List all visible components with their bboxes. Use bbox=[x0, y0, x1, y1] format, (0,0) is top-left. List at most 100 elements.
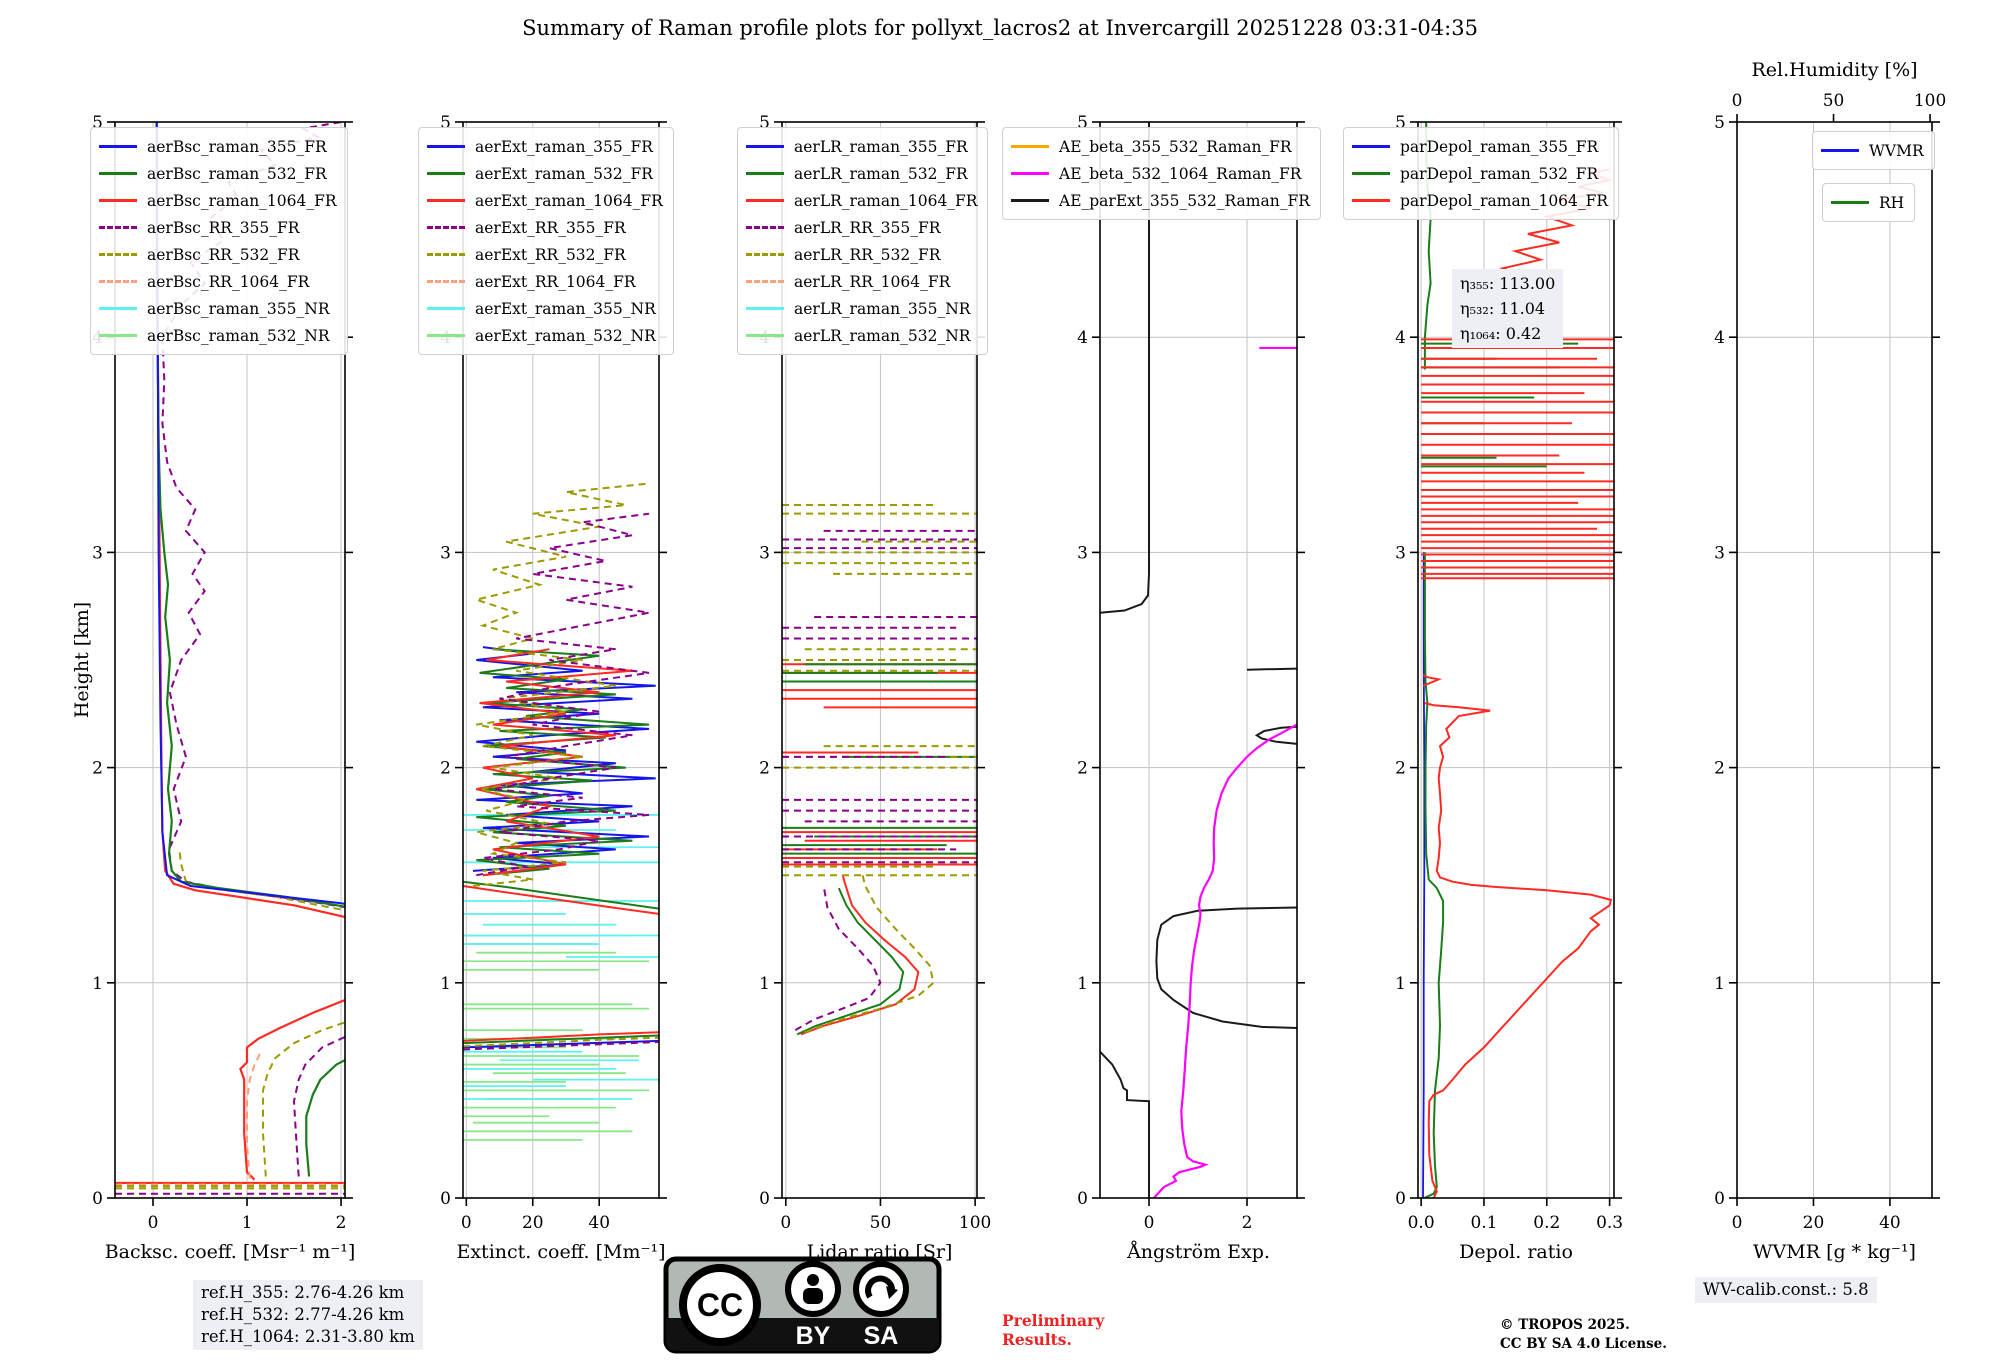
by-person-head bbox=[807, 1274, 819, 1286]
legend-row: AE_beta_355_532_Raman_FR bbox=[1011, 133, 1310, 160]
y-tick-label: 0 bbox=[92, 1189, 103, 1209]
legend-row: aerExt_raman_355_NR bbox=[427, 295, 663, 322]
legend-row: aerLR_raman_355_NR bbox=[746, 295, 977, 322]
cc-circle-icon bbox=[679, 1264, 761, 1346]
wv-calib-text: WV-calib.const.: 5.8 bbox=[1703, 1280, 1869, 1299]
legend-line-sample-icon bbox=[99, 280, 137, 283]
y-tick-label: 1 bbox=[440, 974, 451, 994]
legend-row: aerExt_raman_1064_FR bbox=[427, 187, 663, 214]
y-tick-label: 0 bbox=[440, 1189, 451, 1209]
legend-line-sample-icon bbox=[99, 145, 137, 148]
series-aerExt_RR_355_FR bbox=[476, 512, 650, 877]
legend-row: parDepol_raman_1064_FR bbox=[1352, 187, 1608, 214]
legend-label: aerExt_raman_1064_FR bbox=[475, 191, 663, 210]
legend-line-sample-icon bbox=[427, 334, 465, 337]
y-tick-label: 3 bbox=[440, 543, 451, 563]
series-layer-backsc bbox=[115, 122, 345, 1195]
eta-calibration-annotation: η₃₅₅: 113.00 η₅₃₂: 11.04 η₁₀₆₄: 0.42 bbox=[1452, 269, 1564, 348]
x-tick-label: 40 bbox=[588, 1213, 610, 1233]
legend-label: aerBsc_raman_532_NR bbox=[147, 326, 330, 345]
axes-spines-backsc bbox=[114, 121, 346, 1199]
x-tick-label: 40 bbox=[1879, 1213, 1901, 1233]
x-axis-label-depol: Depol. ratio bbox=[1459, 1241, 1573, 1263]
legend-row: aerExt_raman_532_NR bbox=[427, 322, 663, 349]
series-AE_parExt_355_532_Raman_FR bbox=[1246, 667, 1297, 671]
y-tick-label: 5 bbox=[1395, 113, 1406, 133]
ref-h-532: ref.H_532: 2.77-4.26 km bbox=[201, 1305, 405, 1324]
legend-row: aerBsc_RR_532_FR bbox=[99, 241, 337, 268]
top-x-tick-label: 100 bbox=[1914, 91, 1946, 111]
series-aerExt_raman_355_FR bbox=[463, 1039, 659, 1049]
series-aerBsc_raman_532_FR bbox=[155, 122, 345, 1177]
legend-label: aerLR_raman_355_FR bbox=[794, 137, 968, 156]
series-aerExt_raman_532_FR bbox=[463, 1034, 659, 1045]
legend-wvmr: WVMR bbox=[1812, 131, 1935, 170]
series-aerExt_RR_355_FR bbox=[463, 1041, 659, 1051]
y-tick-label: 0 bbox=[759, 1189, 770, 1209]
legend-label: RH bbox=[1879, 193, 1905, 212]
y-tick-label: 0 bbox=[1714, 1189, 1725, 1209]
legend-label: aerBsc_raman_355_NR bbox=[147, 299, 330, 318]
panel-ext: 02040012345Extinct. coeff. [Mm⁻¹] bbox=[440, 113, 667, 1263]
series-aerExt_raman_532_FR bbox=[463, 880, 659, 910]
legend-label: AE_beta_532_1064_Raman_FR bbox=[1059, 164, 1302, 183]
series-aerLR_RR_532_FR bbox=[804, 870, 935, 1034]
x-axis-label-backsc: Backsc. coeff. [Msr⁻¹ m⁻¹] bbox=[105, 1241, 356, 1263]
y-tick-label: 5 bbox=[440, 113, 451, 133]
y-tick-label: 0 bbox=[1395, 1189, 1406, 1209]
legend-row: aerLR_RR_1064_FR bbox=[746, 268, 977, 295]
x-tick-label: 0.3 bbox=[1596, 1213, 1623, 1233]
legend-label: parDepol_raman_355_FR bbox=[1400, 137, 1599, 156]
series-aerBsc_RR_532_FR bbox=[178, 849, 345, 1177]
series-aerExt_RR_532_FR bbox=[472, 482, 650, 887]
cc-by-sa-badge: CC BY SA bbox=[663, 1256, 942, 1354]
series-aerLR_raman_1064_FR bbox=[800, 874, 920, 1036]
x-axis-label-wvmr: WVMR [g * kg⁻¹] bbox=[1753, 1241, 1916, 1263]
axes-spines-ae bbox=[1099, 121, 1298, 1199]
x-axis-label-ext: Extinct. coeff. [Mm⁻¹] bbox=[456, 1241, 665, 1263]
legend-label: AE_parExt_355_532_Raman_FR bbox=[1059, 191, 1310, 210]
x-tick-label: 1 bbox=[242, 1213, 253, 1233]
legend-line-sample-icon bbox=[427, 145, 465, 148]
legend-line-sample-icon bbox=[1352, 199, 1390, 202]
legend-depol: parDepol_raman_355_FR parDepol_raman_532_… bbox=[1343, 127, 1620, 220]
x-tick-label: 2 bbox=[336, 1213, 347, 1233]
legend-line-sample-icon bbox=[746, 145, 784, 148]
x-tick-label: 100 bbox=[959, 1213, 991, 1233]
series-AE_beta_532_1064_Raman_FR bbox=[1153, 723, 1297, 1198]
sa-arrow-arc bbox=[865, 1275, 896, 1299]
y-tick-label: 5 bbox=[1077, 113, 1088, 133]
legend-line-sample-icon bbox=[427, 280, 465, 283]
series-AE_parExt_355_532_Raman_FR bbox=[1100, 1051, 1150, 1198]
x-tick-label: 0 bbox=[148, 1213, 159, 1233]
x-tick-label: 0 bbox=[1732, 1213, 1743, 1233]
panel-wvmr: 0 20 40 0 1 2 3 4 5 WVMR [g * kg⁻¹] 0 50 100 Rel.Humi… bbox=[1714, 59, 1946, 1263]
legend-row: aerExt_raman_532_FR bbox=[427, 160, 663, 187]
legend-row: parDepol_raman_532_FR bbox=[1352, 160, 1608, 187]
y-tick-label: 1 bbox=[759, 974, 770, 994]
legend-label: AE_beta_355_532_Raman_FR bbox=[1059, 137, 1292, 156]
axes-spines-wvmr bbox=[1736, 121, 1933, 1199]
legend-label: aerLR_RR_1064_FR bbox=[794, 272, 951, 291]
legend-label: aerBsc_raman_532_FR bbox=[147, 164, 327, 183]
legend-row: aerLR_RR_532_FR bbox=[746, 241, 977, 268]
y-tick-label: 1 bbox=[1077, 974, 1088, 994]
legend-row: aerBsc_raman_355_NR bbox=[99, 295, 337, 322]
series-aerExt_raman_1064_FR bbox=[463, 1031, 659, 1042]
y-tick-label: 1 bbox=[1714, 974, 1725, 994]
legend-line-sample-icon bbox=[1011, 199, 1049, 202]
legend-label: aerBsc_RR_355_FR bbox=[147, 218, 300, 237]
series-aerExt_raman_532_FR bbox=[476, 648, 650, 877]
y-tick-label: 1 bbox=[1395, 974, 1406, 994]
legend-row: parDepol_raman_355_FR bbox=[1352, 133, 1608, 160]
legend-row: AE_beta_532_1064_Raman_FR bbox=[1011, 160, 1310, 187]
legend-label: aerLR_raman_355_NR bbox=[794, 299, 971, 318]
series-aerBsc_raman_355_FR bbox=[155, 122, 345, 905]
legend-label: parDepol_raman_1064_FR bbox=[1400, 191, 1609, 210]
series-layer-ae bbox=[1100, 122, 1297, 1198]
series-parDepol_raman_532_FR bbox=[1423, 552, 1445, 1198]
eta-1064: η₁₀₆₄: 0.42 bbox=[1460, 324, 1542, 343]
legend-line-sample-icon bbox=[746, 253, 784, 256]
legend-line-sample-icon bbox=[746, 307, 784, 310]
legend-label: aerBsc_RR_1064_FR bbox=[147, 272, 310, 291]
